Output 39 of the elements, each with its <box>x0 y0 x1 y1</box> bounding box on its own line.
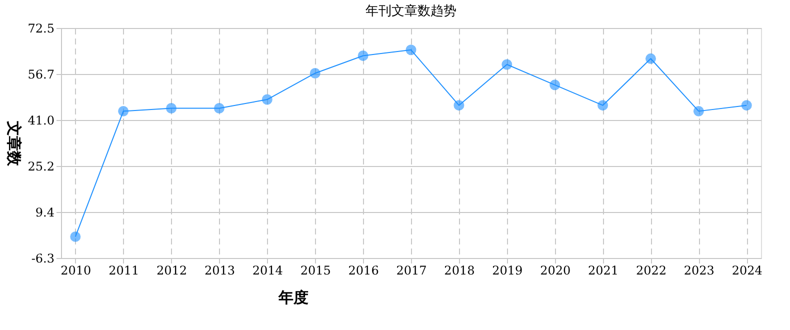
x-tick-label: 2013 <box>204 264 235 278</box>
point <box>550 80 560 90</box>
x-tick-label: 2021 <box>588 264 619 278</box>
y-tick-label: 72.5 <box>28 22 54 36</box>
point <box>70 231 81 242</box>
point <box>741 100 752 111</box>
point <box>166 103 177 114</box>
y-tick-label: 25.2 <box>28 160 54 174</box>
x-tick-label: 2019 <box>492 264 523 278</box>
point <box>214 103 224 114</box>
x-tick-label: 2016 <box>348 264 379 278</box>
y-axis-title: 文章数 <box>4 120 23 167</box>
point <box>406 44 416 56</box>
y-tick-label: 56.7 <box>28 68 54 82</box>
x-axis-title: 年度 <box>278 288 308 306</box>
point <box>645 53 656 64</box>
point <box>310 68 320 78</box>
point <box>598 100 608 111</box>
point <box>118 106 129 116</box>
x-tick-label: 2012 <box>156 264 188 278</box>
x-tick-label: 2022 <box>636 264 666 278</box>
x-tick-label: 2018 <box>444 264 475 278</box>
y-tick-label: 9.4 <box>35 206 55 220</box>
point <box>693 106 704 116</box>
point <box>358 50 368 61</box>
x-tick-label: 2020 <box>540 264 571 278</box>
x-tick-label: 2010 <box>60 264 92 278</box>
x-tick-label: 2017 <box>396 264 427 278</box>
x-tick-label: 2015 <box>300 264 331 278</box>
point <box>502 59 512 70</box>
x-tick-label: 2023 <box>684 264 714 278</box>
chart-title: 年刊文章数趋势 <box>366 4 456 19</box>
point <box>262 94 272 105</box>
x-tick-label: 2024 <box>732 264 763 278</box>
x-tick-label: 2011 <box>108 264 140 278</box>
y-tick-label: -6.3 <box>31 252 54 266</box>
point <box>454 100 464 111</box>
x-tick-label: 2014 <box>252 264 284 278</box>
y-tick-label: 41.0 <box>28 113 54 128</box>
